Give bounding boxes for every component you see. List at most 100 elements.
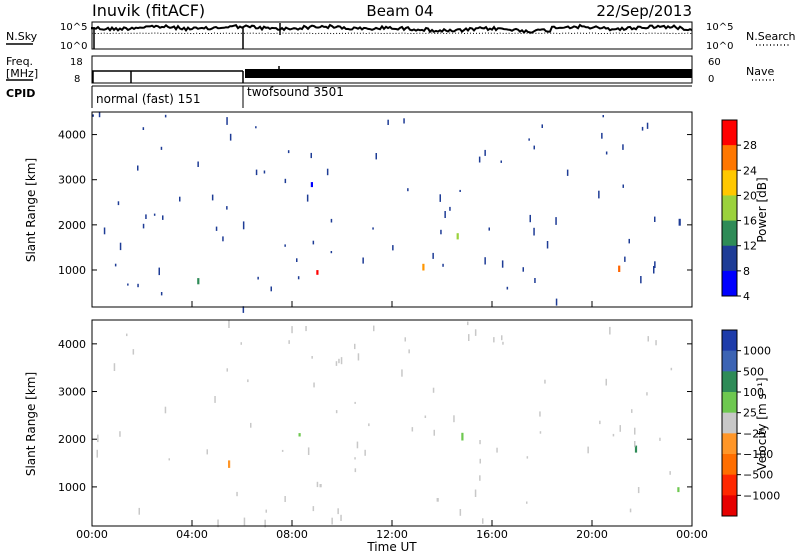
scatter-cell <box>566 169 569 176</box>
scatter-cell <box>242 306 245 313</box>
scatter-cell <box>493 337 495 343</box>
velocity-frame <box>91 319 693 527</box>
y-tick-label: 4000 <box>58 129 86 142</box>
scatter-cell <box>599 420 601 425</box>
scatter-cell <box>222 236 224 242</box>
scatter-cell <box>468 334 470 341</box>
scatter-cell <box>605 151 608 155</box>
scatter-cell <box>236 491 238 497</box>
scatter-cell <box>158 267 160 276</box>
colorbar-tick-label: 500 <box>743 365 764 378</box>
scatter-cell <box>228 320 230 328</box>
colorbar-tick-label: 28 <box>743 139 757 152</box>
scatter-cell <box>263 170 266 174</box>
scatter-cell <box>432 387 435 393</box>
scatter-cell <box>670 367 673 371</box>
scatter-cell <box>126 333 128 337</box>
scatter-cell <box>605 378 607 386</box>
scatter-cell <box>284 496 286 502</box>
scatter-cell <box>337 508 339 515</box>
scatter-cell <box>555 217 557 225</box>
scatter-cell <box>587 446 589 454</box>
power-colorbar-label: Power [dB] <box>755 177 769 242</box>
scatter-cell <box>257 276 259 280</box>
scatter-cell <box>331 517 333 525</box>
scatter-cell <box>375 153 377 160</box>
y-tick-label: 1000 <box>58 264 86 277</box>
power-ticks: 1000 2000 3000 4000 <box>58 129 693 307</box>
scatter-cell <box>618 265 621 272</box>
scatter-cell <box>226 206 228 210</box>
freq-unit-label: [MHz] <box>6 67 38 80</box>
scatter-cell <box>214 396 216 403</box>
scatter-cell <box>646 122 649 129</box>
scatter-cell <box>310 182 313 188</box>
scatter-cell <box>647 336 649 342</box>
scatter-cell <box>601 132 603 139</box>
scatter-cell <box>284 244 286 247</box>
scatter-cell <box>488 227 490 231</box>
scatter-cell <box>634 445 638 453</box>
scatter-cell <box>641 126 644 131</box>
scatter-cell <box>474 489 477 497</box>
velocity-data <box>96 320 680 528</box>
scatter-cell <box>506 286 509 290</box>
scatter-cell <box>297 276 300 280</box>
scatter-cell <box>631 409 633 413</box>
scatter-cell <box>629 508 632 513</box>
colorbar-tick-label: 16 <box>743 215 757 228</box>
scatter-cell <box>609 326 611 335</box>
scatter-cell <box>526 501 528 504</box>
scatter-cell <box>137 283 139 288</box>
scatter-cell <box>479 458 481 464</box>
scatter-cell <box>316 270 319 275</box>
nsky-tick-top: 10^5 <box>60 22 87 33</box>
scatter-cell <box>502 341 504 345</box>
colorbar-tick-label: 25 <box>743 407 757 420</box>
scatter-cell <box>459 509 462 516</box>
colorbar-swatch <box>722 412 737 434</box>
scatter-cell <box>281 449 284 452</box>
scatter-cell <box>401 369 403 377</box>
nsearch-label: N.Search <box>746 30 796 43</box>
scatter-cell <box>678 218 681 226</box>
colorbar-swatch <box>722 392 737 414</box>
scatter-cell <box>634 441 636 448</box>
scatter-cell <box>265 509 267 513</box>
scatter-cell <box>500 160 502 163</box>
scatter-cell <box>424 415 427 418</box>
scatter-cell <box>305 326 307 332</box>
scatter-cell <box>243 517 246 526</box>
scatter-cell <box>637 487 640 494</box>
scatter-cell <box>92 114 94 117</box>
freq-tick-bottom: 8 <box>74 74 80 85</box>
scatter-cell <box>229 133 232 141</box>
colorbar-swatch <box>722 220 737 247</box>
scatter-cell <box>436 498 439 502</box>
scatter-cell <box>306 194 309 202</box>
scatter-cell <box>362 257 364 264</box>
colorbar-swatch <box>722 145 737 171</box>
y-tick-label: 3000 <box>58 386 86 399</box>
y-tick-label: 1000 <box>58 481 86 494</box>
scatter-cell <box>197 161 199 167</box>
scatter-cell <box>240 342 242 345</box>
scatter-cell <box>526 456 529 459</box>
scatter-cell <box>654 216 656 222</box>
scatter-cell <box>354 401 356 404</box>
scatter-cell <box>539 431 542 434</box>
scatter-cell <box>533 145 535 150</box>
colorbar-frame <box>721 119 738 297</box>
scatter-cell <box>622 184 624 188</box>
x-tick-label: 20:00 <box>576 528 608 541</box>
colorbar-frame <box>721 329 738 517</box>
x-tick-label: 04:00 <box>176 528 208 541</box>
scatter-cell <box>119 242 122 251</box>
freq-label: Freq. <box>6 55 33 68</box>
scatter-cell <box>364 449 366 456</box>
velocity-panel: 1000 2000 3000 4000 Slant Range [km] <box>24 319 693 528</box>
scatter-cell <box>153 213 156 216</box>
time-axis-label: Time UT <box>366 540 417 554</box>
colorbar-tick-label: 12 <box>743 240 757 253</box>
